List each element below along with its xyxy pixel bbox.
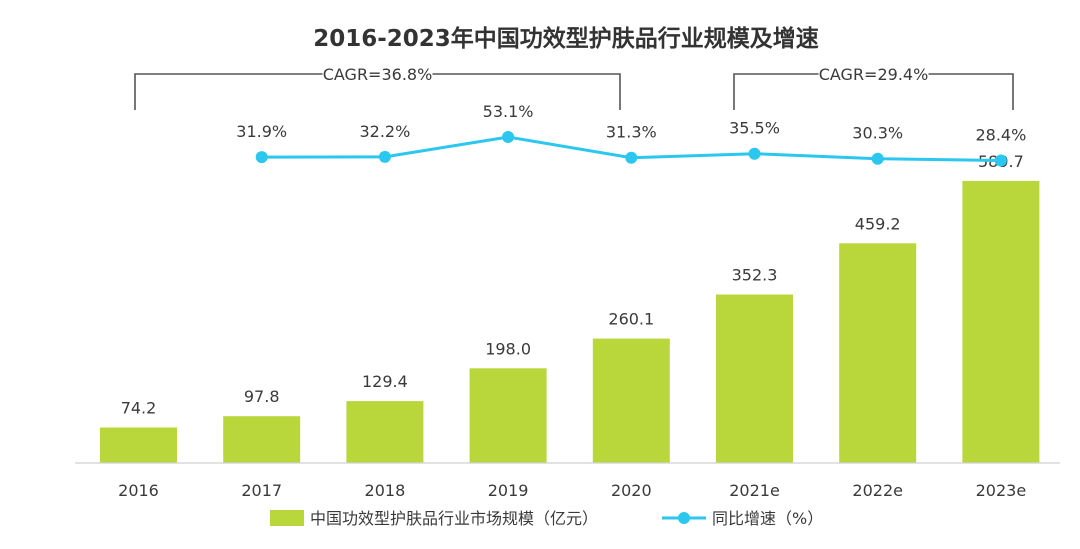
growth-point-2021e	[748, 147, 761, 160]
bar-2018	[346, 401, 424, 463]
bar-2019	[469, 368, 547, 463]
bar-value-label-2019: 198.0	[485, 339, 531, 358]
x-tick-2016: 2016	[118, 481, 159, 500]
chart-title: 2016-2023年中国功效型护肤品行业规模及增速	[313, 25, 819, 52]
bar-value-label-2021e: 352.3	[732, 266, 778, 285]
bar-value-label-2017: 97.8	[244, 387, 280, 406]
legend-swatch-dot	[678, 512, 690, 524]
growth-label-2020: 31.3%	[606, 123, 657, 142]
x-tick-2019: 2019	[488, 481, 529, 500]
x-tick-2017: 2017	[241, 481, 282, 500]
bar-2023e	[962, 180, 1040, 463]
legend-swatch-bar	[270, 510, 304, 526]
growth-label-2019: 53.1%	[483, 102, 534, 121]
x-tick-2023e: 2023e	[976, 481, 1027, 500]
growth-point-2020	[625, 151, 638, 164]
bar-value-label-2016: 74.2	[121, 399, 157, 418]
cagr-bracket-2	[733, 73, 1014, 110]
bar-2017	[223, 416, 301, 463]
bar-2021e	[716, 294, 793, 463]
cagr-label-2: CAGR=29.4%	[819, 65, 929, 84]
x-tick-2020: 2020	[611, 481, 652, 500]
cagr-label-1: CAGR=36.8%	[323, 65, 433, 84]
legend-label-bar: 中国功效型护肤品行业市场规模（亿元）	[310, 509, 598, 528]
growth-line-series	[255, 131, 1007, 167]
x-tick-2018: 2018	[365, 481, 406, 500]
cagr-annotations: CAGR=36.8% CAGR=29.4%	[134, 65, 1014, 110]
growth-label-2023e: 28.4%	[975, 126, 1026, 145]
growth-point-2019	[502, 131, 515, 143]
x-tick-2021e: 2021e	[729, 481, 780, 500]
growth-point-2023e	[994, 154, 1007, 167]
x-tick-labels: 2016 2017 2018 2019 2020 2021e 2022e 2023e	[118, 481, 1026, 500]
bar-2020	[592, 338, 670, 463]
growth-point-2018	[378, 150, 391, 163]
growth-label-2021e: 35.5%	[729, 119, 780, 138]
bar-series-group	[100, 180, 1040, 463]
growth-label-2022e: 30.3%	[852, 124, 903, 143]
legend-label-line: 同比增速（%）	[712, 509, 823, 528]
cagr-bracket-1	[134, 73, 621, 110]
bar-value-label-2022e: 459.2	[855, 214, 901, 233]
x-tick-2022e: 2022e	[852, 481, 903, 500]
legend: 中国功效型护肤品行业市场规模（亿元） 同比增速（%）	[270, 509, 823, 528]
bar-2022e	[839, 243, 917, 463]
growth-point-2017	[255, 151, 268, 164]
growth-point-2022e	[871, 152, 884, 165]
growth-label-2017: 31.9%	[236, 122, 287, 141]
bar-value-label-2018: 129.4	[362, 372, 408, 391]
growth-value-labels: 31.9% 32.2% 53.1% 31.3% 35.5% 30.3% 28.4%	[236, 102, 1026, 145]
growth-label-2018: 32.2%	[359, 122, 410, 141]
bar-2016	[100, 427, 177, 463]
bar-value-label-2020: 260.1	[608, 310, 654, 329]
